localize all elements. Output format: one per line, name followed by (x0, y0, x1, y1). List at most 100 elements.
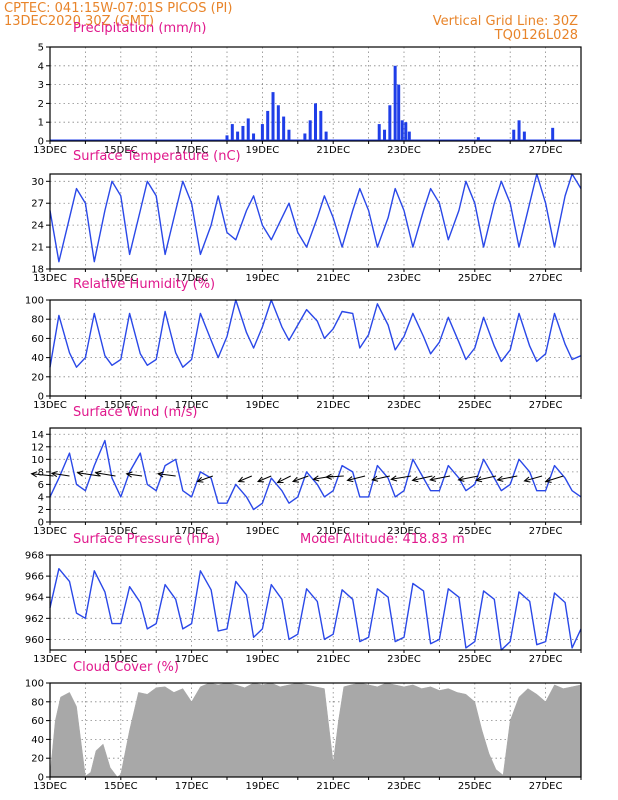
panel-title: Surface Pressure (hPa) (73, 532, 220, 547)
x-tick-label: 21DEC (316, 400, 350, 411)
y-tick-label: 0 (38, 137, 44, 148)
wind-vector (497, 475, 518, 481)
x-tick-label: 17DEC (175, 654, 209, 665)
x-tick-label: 13DEC (33, 400, 67, 411)
x-tick-label: 21DEC (316, 781, 350, 792)
wind-vector-head (325, 473, 332, 480)
x-tick-label: 23DEC (387, 273, 421, 284)
x-tick-label: 23DEC (387, 654, 421, 665)
x-tick-label: 23DEC (387, 526, 421, 537)
precip-bar (314, 103, 317, 141)
x-tick-label: 17DEC (175, 781, 209, 792)
cloud-area (49, 682, 582, 778)
x-tick-label: 25DEC (458, 273, 492, 284)
y-tick-label: 966 (25, 572, 44, 583)
panel-temp: 18 21 24 27 30 13DEC 15DEC 17DEC 19DEC 21DEC 23DEC… (31, 149, 582, 284)
y-tick-label: 2 (38, 99, 44, 110)
x-tick-label: 25DEC (458, 526, 492, 537)
y-tick-label: 27 (31, 199, 44, 210)
wind-vector (51, 472, 70, 477)
y-tick-label: 4 (38, 492, 44, 503)
wind-vector-head (50, 471, 58, 478)
x-tick-label: 23DEC (387, 145, 421, 156)
x-tick-label: 27DEC (529, 781, 563, 792)
wind-vector-head (429, 475, 437, 482)
wind-vector-head (156, 471, 164, 478)
wind-vector-head (390, 475, 398, 482)
x-tick-label: 27DEC (529, 526, 563, 537)
precip-bar (522, 131, 526, 141)
precip-bar (271, 92, 275, 141)
x-tick-label: 27DEC (529, 400, 563, 411)
y-tick-label: 0 (38, 518, 44, 529)
wind-vector-head (276, 477, 284, 484)
y-tick-label: 960 (25, 635, 44, 646)
precip-bar (236, 131, 240, 141)
plot-frame (49, 46, 582, 142)
wind-vector-head (76, 470, 84, 477)
x-tick-label: 21DEC (316, 526, 350, 537)
plot-frame (49, 427, 582, 523)
x-tick-label: 19DEC (246, 526, 280, 537)
precip-bar (551, 127, 555, 141)
precip-bar (397, 84, 401, 141)
precip-bar (512, 129, 516, 141)
y-tick-label: 0 (38, 392, 44, 403)
header-grid-line: Vertical Grid Line: 30Z (433, 14, 578, 29)
wind-vector (277, 475, 291, 484)
panel-title: Relative Humidity (%) (73, 277, 215, 292)
precip-bar (319, 110, 323, 141)
y-tick-label: 964 (25, 593, 44, 604)
precip-bar (282, 116, 286, 141)
panel-precip: 0 1 2 3 4 5 13DEC 15DEC 17DEC 19DEC 21DEC 23DEC 25DE… (33, 21, 582, 156)
precip-bar (400, 120, 404, 141)
x-tick-label: 25DEC (458, 145, 492, 156)
y-tick-label: 18 (31, 265, 44, 276)
precip-bar (241, 125, 245, 141)
wind-vector-head (523, 476, 531, 483)
panel-annotation: Model Altitude: 418.83 m (300, 532, 465, 547)
x-tick-label: 19DEC (246, 273, 280, 284)
x-tick-label: 13DEC (33, 781, 67, 792)
precip-bar (246, 118, 250, 141)
x-tick-label: 17DEC (175, 526, 209, 537)
wind-vector-head (94, 470, 102, 477)
x-tick-label: 13DEC (33, 654, 67, 665)
y-tick-label: 14 (31, 430, 44, 441)
wind-vector-head (256, 476, 265, 483)
wind-vector-head (371, 475, 379, 482)
panel-title: Precipitation (mm/h) (73, 21, 206, 36)
x-tick-label: 15DEC (104, 145, 138, 156)
y-tick-label: 40 (31, 353, 44, 364)
panel-rh: 0 20 40 60 80 100 13DEC 15DEC 17DEC 19DEC 21DEC 23D… (25, 277, 582, 411)
x-tick-label: 23DEC (387, 781, 421, 792)
y-tick-label: 4 (38, 61, 44, 72)
y-tick-label: 5 (38, 43, 44, 54)
x-tick-label: 13DEC (33, 273, 67, 284)
panel-cloud: 0 20 40 60 80 100 13DEC 15DEC 17DEC 19DEC 21DEC 23D… (25, 660, 582, 792)
header-station: CPTEC: 041:15W-07:01S PICOS (PI) (4, 1, 232, 16)
y-tick-label: 21 (31, 243, 44, 254)
precip-bar (287, 129, 291, 141)
precip-bar (388, 105, 392, 141)
x-tick-label: 21DEC (316, 654, 350, 665)
y-tick-label: 2 (38, 505, 44, 516)
wind-vector-head (312, 475, 320, 482)
wind-vector-head (411, 476, 419, 483)
precip-bar (303, 133, 307, 141)
y-tick-label: 30 (31, 177, 44, 188)
x-tick-label: 27DEC (529, 145, 563, 156)
wind-vector (391, 475, 412, 480)
y-tick-label: 100 (25, 296, 44, 307)
panel-title: Cloud Cover (%) (73, 660, 179, 675)
y-tick-label: 6 (38, 480, 44, 491)
plot-frame (49, 173, 582, 270)
header-date: 13DEC2020 30Z (GMT) (4, 14, 154, 29)
y-tick-label: 8 (38, 467, 44, 478)
y-tick-label: 3 (38, 80, 44, 91)
precip-bar (393, 65, 397, 141)
y-tick-label: 60 (31, 716, 44, 727)
wind-vector (257, 475, 272, 482)
y-tick-label: 10 (31, 455, 44, 466)
